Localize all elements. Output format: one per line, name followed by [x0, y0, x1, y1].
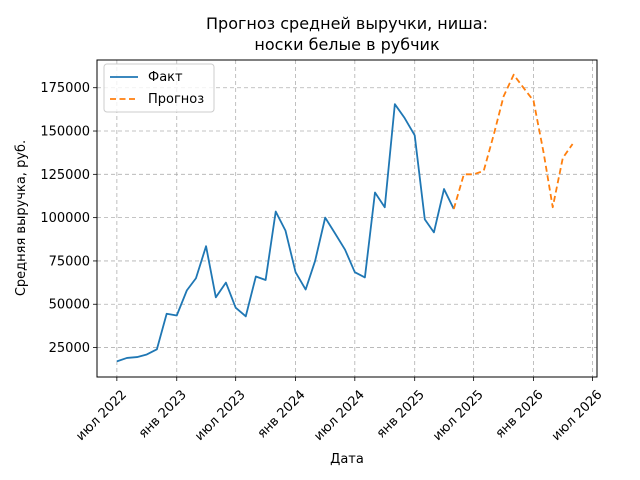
legend: Факт Прогноз [103, 63, 215, 113]
y-tick-label: 125000 [40, 168, 90, 183]
grid [97, 60, 597, 377]
y-tick-label: 175000 [40, 81, 90, 96]
series-line-forecast [452, 73, 574, 210]
y-axis: 25000 50000 75000 100000 125000 150000 175000 [40, 81, 97, 356]
x-axis-label: Дата [330, 452, 364, 467]
y-tick-label: 50000 [49, 298, 90, 313]
y-axis-label: Средняя выручка, руб. [14, 140, 29, 296]
legend-box [103, 63, 215, 113]
series-line-fact [116, 103, 455, 363]
y-tick-label: 25000 [49, 341, 90, 356]
chart-title-line2: носки белые в рубчик [254, 35, 440, 54]
chart-title-line1: Прогноз средней выручки, ниша: [206, 14, 488, 33]
legend-label-forecast: Прогноз [148, 92, 204, 107]
y-tick-label: 100000 [40, 211, 90, 226]
y-tick-label: 75000 [49, 254, 90, 269]
chart-title: Прогноз средней выручки, ниша: носки бел… [206, 14, 488, 54]
y-tick-label: 150000 [40, 125, 90, 140]
legend-label-fact: Факт [148, 70, 183, 85]
series-layer [116, 73, 574, 363]
plot-frame [96, 59, 598, 378]
